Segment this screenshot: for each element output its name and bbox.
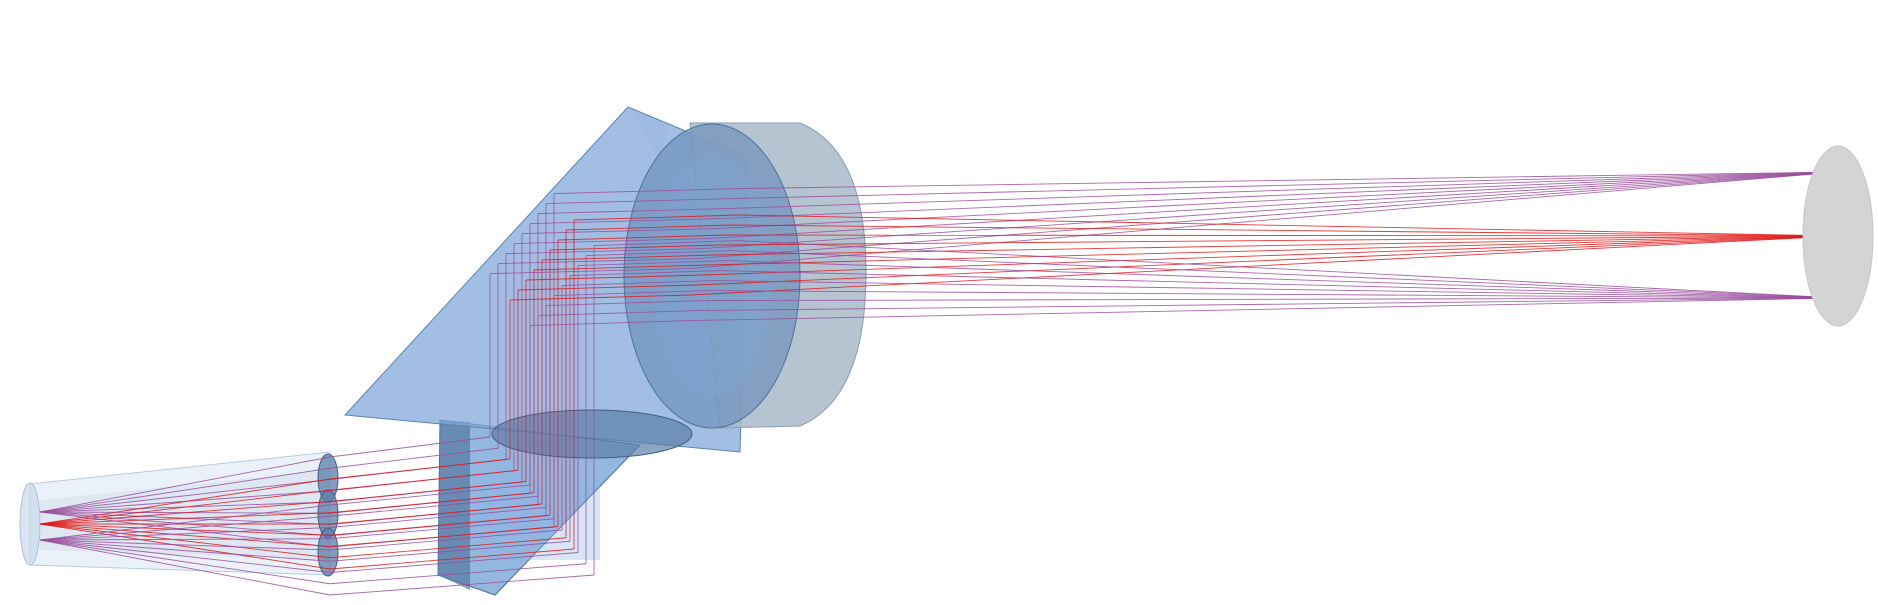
ray-segment [497, 258, 697, 265]
ray-segment [39, 523, 331, 547]
ray-segment [489, 268, 691, 275]
ray-segment [565, 224, 733, 231]
ray-segment [329, 518, 555, 540]
ray-segment [329, 492, 535, 514]
ray-segment [39, 539, 331, 562]
ray-segment [39, 539, 331, 585]
ray-segment [569, 270, 721, 277]
ray-segment [329, 548, 575, 570]
ray-segment [39, 501, 331, 525]
ray-segment [329, 540, 571, 562]
ray-segment [329, 526, 559, 547]
ray-segment [713, 280, 1839, 299]
ray-segment [695, 297, 1839, 312]
ray-segment [689, 297, 1839, 322]
ray-segment [537, 310, 697, 317]
ray-segment [39, 527, 331, 541]
ray-segment [39, 504, 331, 541]
ray-segment [39, 478, 331, 525]
ray-segment [39, 523, 331, 570]
ray-segment [39, 515, 331, 541]
ray-segment [329, 552, 579, 573]
ray-segment [719, 270, 1839, 299]
ray-segment [329, 529, 563, 551]
ray-segment [553, 188, 739, 195]
ray-segment [39, 539, 331, 573]
ray-segment [505, 248, 703, 255]
ray-segment [541, 254, 715, 261]
ray-segment [701, 235, 1839, 276]
ray-segment [329, 447, 499, 469]
ray-segment [545, 300, 703, 307]
ray-segment [585, 250, 733, 257]
ray-segment [561, 280, 715, 287]
ray-segment [329, 469, 519, 491]
ray-segment [529, 320, 691, 327]
ray-segment [329, 495, 539, 517]
ray-segment [329, 503, 543, 525]
ray-segment [329, 436, 491, 458]
ray-segment [707, 171, 1839, 240]
ray-segment [39, 489, 331, 525]
ray-segment [557, 234, 727, 241]
ray-segment [329, 537, 567, 559]
ray-segment [593, 240, 739, 247]
ray-segment [517, 284, 697, 291]
ray-segment [529, 218, 721, 225]
ray-segment [39, 467, 331, 513]
ray-segment [39, 456, 331, 513]
ray-segment [695, 171, 1839, 260]
ray-segment [329, 507, 547, 528]
ray-segment [689, 235, 1839, 296]
ray-segment [695, 235, 1839, 286]
collimator-lens [623, 122, 867, 429]
ray-segment [737, 240, 1839, 299]
ray-segment [713, 171, 1839, 230]
ray-segment [329, 514, 551, 536]
ray-segment [731, 171, 1839, 200]
ray-segment [39, 539, 331, 596]
ray-segment [713, 235, 1839, 256]
ray-segment [707, 290, 1839, 299]
ray-segment [329, 563, 587, 585]
ray-segment [725, 234, 1839, 237]
ray-segment [39, 512, 331, 525]
ray-segment [329, 458, 511, 480]
ray-segment [719, 235, 1839, 246]
ray-bundle [39, 171, 1839, 596]
ray-segment [737, 214, 1839, 237]
ray-segment [525, 274, 703, 281]
ray-segment [533, 264, 709, 271]
ray-segment [39, 523, 331, 536]
ray-segment [731, 224, 1839, 237]
ray-segment [329, 574, 595, 596]
ray-segment [701, 297, 1839, 302]
ray-segment [329, 484, 531, 506]
ray-segment [731, 250, 1839, 299]
ray-segment [329, 481, 527, 502]
ray-segment [725, 171, 1839, 210]
ray-segment [549, 244, 721, 251]
ray-segment [701, 171, 1839, 250]
ray-segment [707, 235, 1839, 266]
ray-segment [545, 198, 733, 205]
ray-segment [719, 171, 1839, 220]
ray-segment [553, 290, 709, 297]
ray-segment [39, 538, 331, 541]
ray-segment [509, 294, 691, 301]
ray-segment [573, 214, 739, 221]
ray-segment [725, 260, 1839, 299]
ray-segment [39, 539, 331, 551]
ray-segment [39, 479, 331, 513]
ray-segment [537, 208, 727, 215]
detector-plane [1802, 145, 1874, 327]
ray-segment [737, 171, 1839, 190]
ray-segment [39, 523, 331, 559]
ray-segment [577, 260, 727, 267]
